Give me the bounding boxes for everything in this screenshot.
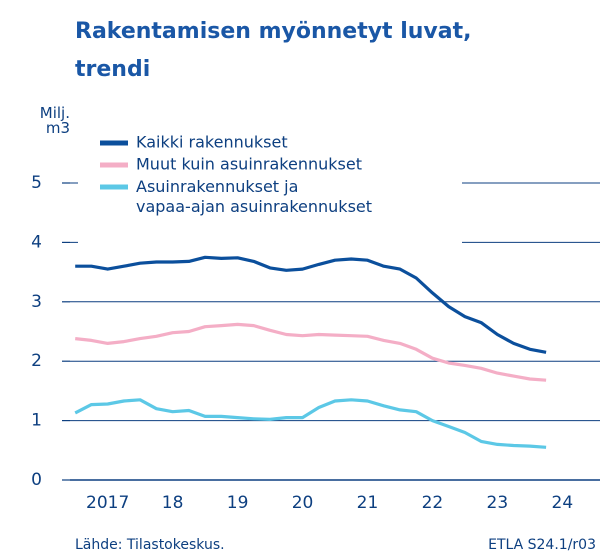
series-line [74, 398, 547, 449]
x-tick-label: 24 [552, 493, 574, 513]
y-tick-label: 2 [31, 351, 42, 371]
legend-background [78, 124, 462, 248]
series-line [75, 255, 547, 354]
x-tick-label: 19 [227, 493, 249, 513]
y-tick-label: 5 [31, 173, 42, 193]
x-tick-label: 2017 [86, 493, 129, 513]
y-axis-label: Milj. m3 [40, 104, 70, 137]
series-line [75, 322, 547, 382]
legend-label: Asuinrakennukset ja vapaa-ajan asuinraken… [136, 177, 372, 216]
y-tick-label: 4 [31, 232, 42, 252]
source: Lähde: Tilastokeskus. [75, 537, 225, 553]
legend-label: Kaikki rakennukset [136, 133, 288, 152]
y-tick-label: 3 [31, 292, 42, 312]
legend-label: Muut kuin asuinrakennukset [136, 155, 362, 174]
x-tick-label: 22 [422, 493, 444, 513]
y-tick-label: 0 [31, 470, 42, 490]
code: ETLA S24.1/r03 [488, 537, 596, 553]
x-tick-label: 18 [162, 493, 184, 513]
x-tick-label: 21 [357, 493, 379, 513]
y-tick-label: 1 [31, 411, 42, 431]
x-tick-label: 23 [487, 493, 509, 513]
chart-title: Rakentamisen myönnetyt luvat, trendi [75, 19, 472, 82]
x-tick-label: 20 [292, 493, 314, 513]
